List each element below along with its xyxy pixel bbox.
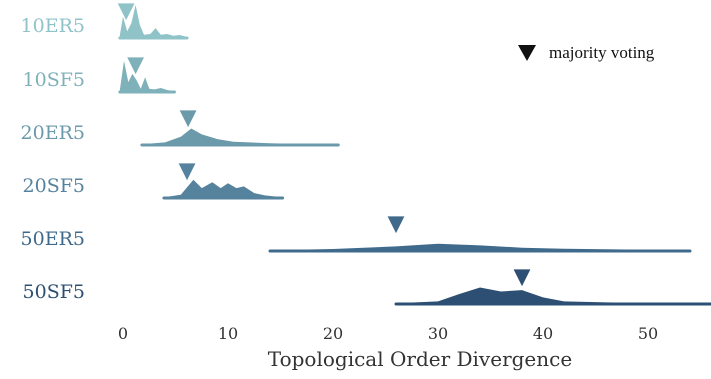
- majority-voting-marker: [177, 162, 197, 182]
- density-area: [119, 60, 175, 92]
- ridges: 10ER5 10SF5 20ER5 20SF5 50ER5 50SF5: [21, 2, 711, 306]
- legend-label: majority voting: [549, 43, 655, 62]
- ridge-20SF5: 20SF5: [23, 162, 285, 200]
- row-label: 20ER5: [21, 122, 85, 144]
- x-tick-label: 0: [118, 324, 128, 343]
- legend: majority voting: [518, 43, 655, 62]
- x-axis: 0 10 20 30 40 50: [118, 324, 658, 343]
- majority-voting-marker: [125, 56, 146, 76]
- row-label: 50ER5: [21, 228, 85, 250]
- density-area: [396, 287, 711, 304]
- legend-triangle-icon: [518, 45, 536, 61]
- x-tick-label: 10: [218, 324, 238, 343]
- ridge-10SF5: 10SF5: [23, 56, 176, 94]
- row-label: 50SF5: [23, 281, 85, 303]
- majority-voting-marker: [386, 215, 406, 235]
- majority-voting-marker: [116, 2, 136, 22]
- density-area: [141, 128, 339, 145]
- x-axis-label: Topological Order Divergence: [268, 347, 572, 371]
- x-tick-label: 30: [428, 324, 448, 343]
- density-area: [119, 5, 188, 38]
- majority-voting-marker: [178, 109, 198, 129]
- majority-voting-marker: [512, 268, 532, 288]
- ridge-10ER5: 10ER5: [21, 2, 189, 40]
- x-tick-label: 40: [533, 324, 553, 343]
- ridge-50SF5: 50SF5: [23, 268, 711, 306]
- ridge-50ER5: 50ER5: [21, 215, 692, 253]
- row-label: 20SF5: [23, 175, 85, 197]
- row-label: 10SF5: [23, 69, 85, 91]
- density-area: [270, 243, 690, 251]
- ridge-20ER5: 20ER5: [21, 109, 340, 147]
- x-tick-label: 20: [323, 324, 343, 343]
- x-tick-label: 50: [638, 324, 658, 343]
- density-area: [163, 179, 283, 198]
- row-label: 10ER5: [21, 15, 85, 37]
